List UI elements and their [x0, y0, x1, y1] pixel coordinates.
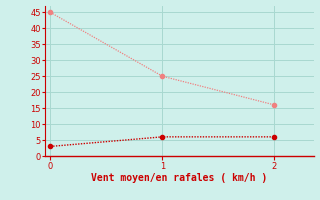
X-axis label: Vent moyen/en rafales ( km/h ): Vent moyen/en rafales ( km/h ) — [91, 173, 267, 183]
